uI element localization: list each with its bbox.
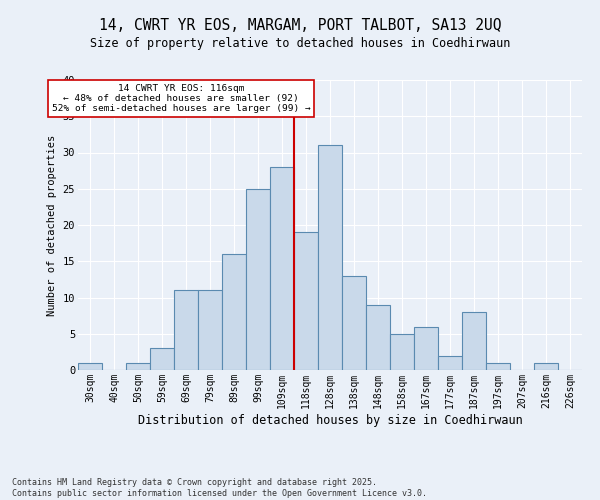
Text: Size of property relative to detached houses in Coedhirwaun: Size of property relative to detached ho… [90,38,510,51]
X-axis label: Distribution of detached houses by size in Coedhirwaun: Distribution of detached houses by size … [137,414,523,426]
Bar [174,290,198,370]
Bar [270,167,294,370]
Bar [294,232,318,370]
Bar [486,363,510,370]
Bar [462,312,486,370]
Bar [78,363,102,370]
Bar [126,363,150,370]
Bar [246,188,270,370]
Text: Contains HM Land Registry data © Crown copyright and database right 2025.
Contai: Contains HM Land Registry data © Crown c… [12,478,427,498]
Bar [390,334,414,370]
Bar [318,145,342,370]
Bar [222,254,246,370]
Bar [198,290,222,370]
Bar [342,276,366,370]
Bar [366,304,390,370]
Y-axis label: Number of detached properties: Number of detached properties [47,134,57,316]
Text: 14 CWRT YR EOS: 116sqm
← 48% of detached houses are smaller (92)
52% of semi-det: 14 CWRT YR EOS: 116sqm ← 48% of detached… [52,84,311,114]
Bar [414,326,438,370]
Bar [150,348,174,370]
Bar [534,363,558,370]
Bar [438,356,462,370]
Text: 14, CWRT YR EOS, MARGAM, PORT TALBOT, SA13 2UQ: 14, CWRT YR EOS, MARGAM, PORT TALBOT, SA… [99,18,501,32]
